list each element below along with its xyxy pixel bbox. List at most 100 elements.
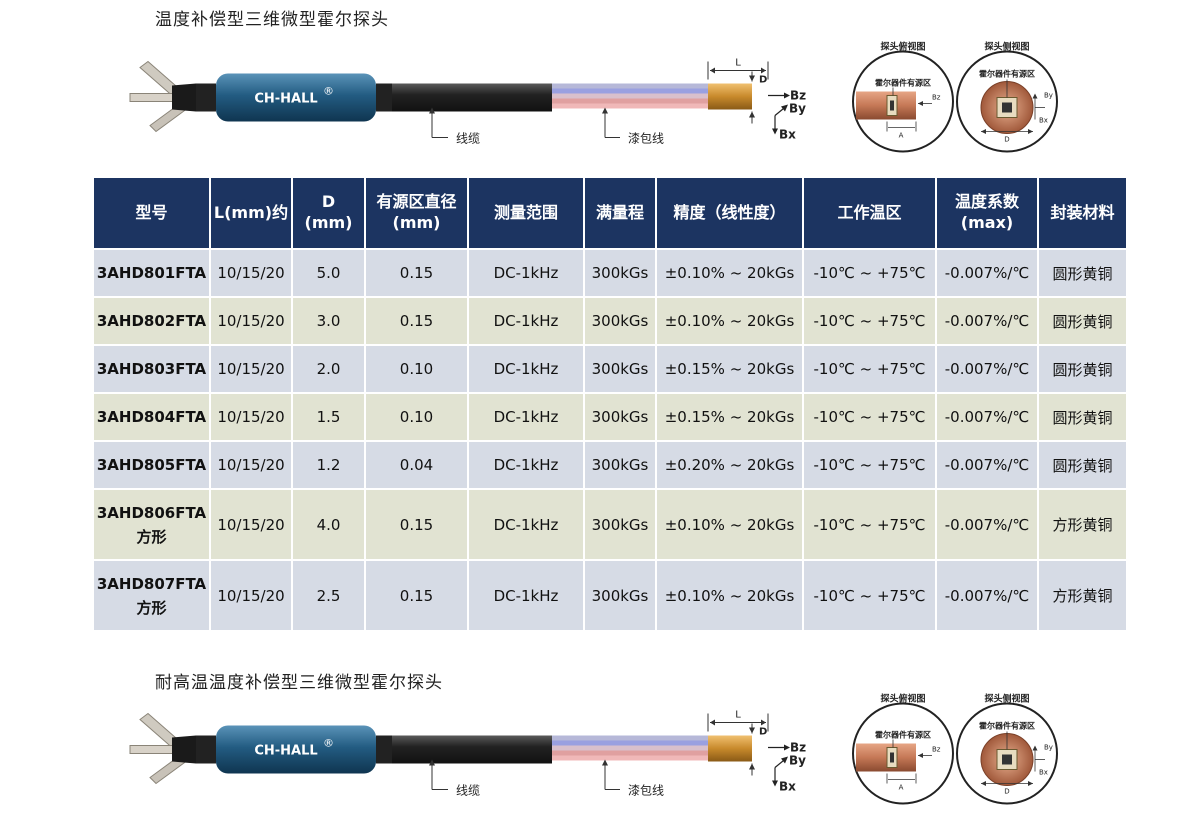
model-cell: 3AHD807FTA 方形 [94, 561, 209, 632]
axis-arrows: Bz By Bx [768, 89, 806, 142]
cell-acc: ±0.15% ~ 20kGs [657, 394, 802, 442]
cell-d: 1.5 [293, 394, 364, 442]
svg-text:By: By [789, 754, 806, 768]
table-row: 3AHD803FTA 10/15/20 2.0 0.10 DC-1kHz 300kGs ±0… [94, 346, 1126, 394]
model-cell: 3AHD804FTA [94, 394, 209, 442]
reg-mark: ® [323, 737, 334, 750]
svg-text:霍尔器件有源区: 霍尔器件有源区 [979, 721, 1035, 731]
column-header-line1: L(mm)约 [213, 202, 289, 222]
cell-l: 10/15/20 [211, 298, 291, 346]
cell-acc: ±0.10% ~ 20kGs [657, 298, 802, 346]
enameled-wires [552, 83, 708, 109]
cell-l: 10/15/20 [211, 346, 291, 394]
reg-mark: ® [323, 85, 334, 98]
svg-text:D: D [1004, 136, 1009, 144]
section2-title: 耐高温温度补偿型三维微型霍尔探头 [155, 673, 443, 693]
cell-l: 10/15/20 [211, 394, 291, 442]
cell-temp: -10℃ ~ +75℃ [804, 298, 935, 346]
cell-acc: ±0.20% ~ 20kGs [657, 442, 802, 490]
cell-pkg: 圆形黄铜 [1039, 250, 1126, 298]
cell-coef: -0.007%/℃ [937, 442, 1037, 490]
cell-area: 0.04 [366, 442, 467, 490]
probe-diagram: CH-HALL ® L D Bz By Bx [129, 693, 1058, 805]
svg-text:Bz: Bz [932, 94, 941, 102]
model-name: 3AHD805FTA [96, 456, 207, 474]
cell-acc: ±0.10% ~ 20kGs [657, 250, 802, 298]
wire-callout: 漆包线 [602, 107, 664, 146]
svg-text:Bz: Bz [932, 746, 941, 754]
cell-area: 0.10 [366, 346, 467, 394]
svg-text:探头俯视图: 探头俯视图 [880, 693, 925, 705]
svg-text:线缆: 线缆 [456, 784, 480, 798]
model-name: 3AHD802FTA [96, 312, 207, 330]
table-row: 3AHD801FTA 10/15/20 5.0 0.15 DC-1kHz 300kGs ±0… [94, 250, 1126, 298]
cell-area: 0.15 [366, 250, 467, 298]
cell-pkg: 方形黄铜 [1039, 490, 1126, 561]
cell-l: 10/15/20 [211, 561, 291, 632]
model-cell: 3AHD805FTA [94, 442, 209, 490]
svg-text:漆包线: 漆包线 [628, 784, 664, 798]
table-row: 3AHD807FTA 方形 10/15/20 2.5 0.15 DC-1kHz 300kGs… [94, 561, 1126, 632]
column-header-line2: (mm) [392, 213, 441, 232]
cell-area: 0.15 [366, 298, 467, 346]
dimension-l: L [707, 58, 769, 80]
svg-text:探头侧视图: 探头侧视图 [984, 693, 1029, 705]
section1-title: 温度补偿型三维微型霍尔探头 [155, 10, 389, 30]
cell-temp: -10℃ ~ +75℃ [804, 394, 935, 442]
svg-text:霍尔器件有源区: 霍尔器件有源区 [979, 69, 1035, 79]
svg-text:D: D [759, 75, 767, 86]
column-header: 型号 [94, 178, 209, 250]
svg-text:漆包线: 漆包线 [628, 132, 664, 146]
svg-text:L: L [735, 710, 741, 721]
column-header: 封装材料 [1039, 178, 1126, 250]
model-name: 3AHD807FTA [96, 574, 207, 593]
cell-coef: -0.007%/℃ [937, 490, 1037, 561]
cell-l: 10/15/20 [211, 250, 291, 298]
cell-temp: -10℃ ~ +75℃ [804, 346, 935, 394]
brand-label: CH-HALL [254, 744, 317, 759]
cell-temp: -10℃ ~ +75℃ [804, 490, 935, 561]
column-header: D (mm) [293, 178, 364, 250]
dimension-d: D [749, 71, 767, 124]
column-header: 满量程 [585, 178, 655, 250]
cell-range: DC-1kHz [469, 442, 583, 490]
table-row: 3AHD805FTA 10/15/20 1.2 0.04 DC-1kHz 300kGs ±0… [94, 442, 1126, 490]
dimension-d: D [749, 723, 767, 776]
svg-text:Bx: Bx [779, 128, 796, 142]
cell-coef: -0.007%/℃ [937, 394, 1037, 442]
cell-coef: -0.007%/℃ [937, 250, 1037, 298]
model-cell: 3AHD801FTA [94, 250, 209, 298]
spec-table: 型号 L(mm)约 D (mm) 有源区直径 (mm) 测量范围 满量程 精度（线性度） 工作温区… [92, 178, 1128, 632]
probe-diagram-1: CH-HALL ® L D Bz By Bx [0, 8, 1100, 173]
cell-temp: -10℃ ~ +75℃ [804, 250, 935, 298]
svg-text:探头侧视图: 探头侧视图 [984, 41, 1029, 53]
column-header: 测量范围 [469, 178, 583, 250]
cable [392, 735, 552, 764]
cell-range: DC-1kHz [469, 298, 583, 346]
column-header-line2: (max) [960, 213, 1014, 232]
cell-full: 300kGs [585, 394, 655, 442]
svg-text:By: By [1044, 92, 1053, 100]
cell-acc: ±0.10% ~ 20kGs [657, 561, 802, 632]
cell-area: 0.15 [366, 490, 467, 561]
wire-leads-icon [129, 712, 196, 785]
side-view: 探头侧视图 霍尔器件有源区 By Bx D [956, 41, 1058, 153]
column-header-line1: 有源区直径 [376, 192, 457, 212]
model-cell: 3AHD806FTA 方形 [94, 490, 209, 561]
table-row: 3AHD802FTA 10/15/20 3.0 0.15 DC-1kHz 300kGs ±0… [94, 298, 1126, 346]
model-cell: 3AHD803FTA [94, 346, 209, 394]
cell-area: 0.15 [366, 561, 467, 632]
probe-body: CH-HALL ® [196, 73, 392, 122]
cell-d: 2.5 [293, 561, 364, 632]
cell-pkg: 圆形黄铜 [1039, 394, 1126, 442]
cell-range: DC-1kHz [469, 561, 583, 632]
svg-text:By: By [1044, 744, 1053, 752]
table-row: 3AHD804FTA 10/15/20 1.5 0.10 DC-1kHz 300kGs ±0… [94, 394, 1126, 442]
cell-range: DC-1kHz [469, 394, 583, 442]
column-header-line1: 封装材料 [1050, 202, 1115, 222]
cell-full: 300kGs [585, 442, 655, 490]
column-header-line1: 精度（线性度） [673, 202, 786, 222]
column-header: 精度（线性度） [657, 178, 802, 250]
probe-body: CH-HALL ® [196, 725, 392, 774]
column-header-line1: 工作温区 [837, 202, 902, 222]
